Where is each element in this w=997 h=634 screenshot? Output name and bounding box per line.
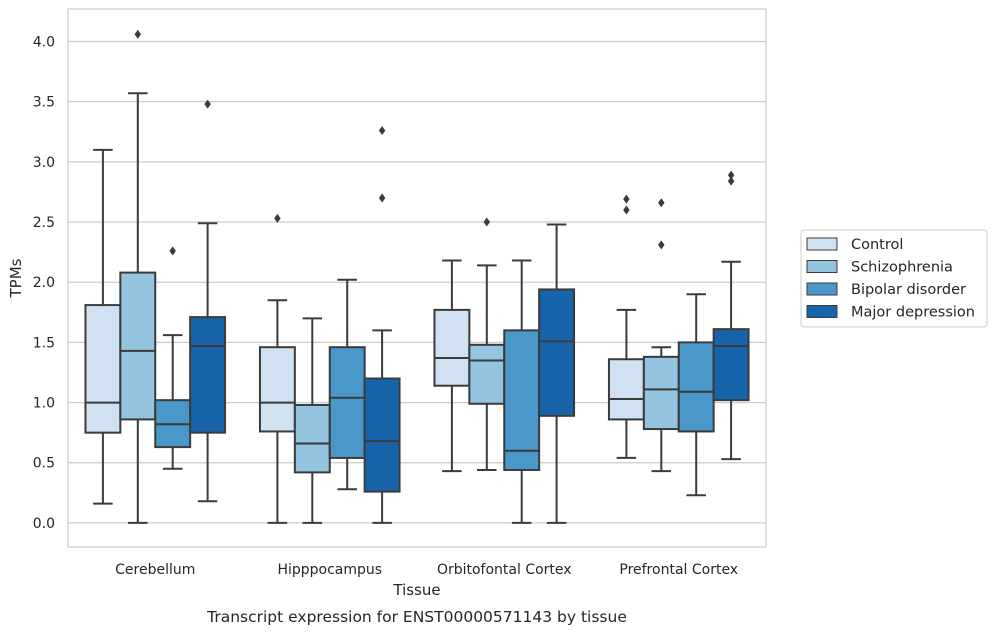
box-3-1 (642, 198, 680, 473)
box-1-2 (328, 278, 366, 491)
outlier-point (727, 170, 735, 180)
outlier-point (727, 176, 735, 186)
box-3-3 (712, 170, 750, 461)
legend-label-2: Bipolar disorder (851, 282, 966, 298)
legend-swatch-1 (806, 260, 838, 273)
box-body (328, 346, 366, 459)
box-body (433, 308, 471, 387)
outlier-point (483, 217, 491, 227)
legend-swatch-2 (806, 282, 838, 296)
x-tick-label-0: Cerebellum (115, 562, 195, 578)
outlier-point (169, 246, 176, 256)
legend-label-1: Schizophrenia (851, 260, 953, 276)
legend-swatch-0 (806, 237, 838, 251)
x-axis-ticks: Cerebellum Hipppocampus Orbitofontal Corte… (115, 562, 738, 578)
legend-frame (800, 229, 988, 328)
y-tick-label-6: 3.0 (33, 155, 55, 171)
outlier-point (378, 193, 386, 203)
box-0-0 (84, 148, 122, 505)
x-tick-label-2: Orbitofontal Cortex (437, 562, 572, 578)
outlier-point (658, 240, 665, 250)
outlier-point (204, 99, 211, 109)
box-2-2 (503, 259, 541, 524)
outlier-point (623, 205, 630, 215)
box-2-1 (468, 217, 506, 471)
box-body (712, 328, 750, 402)
box-body (189, 316, 227, 434)
outlier-point (378, 126, 386, 136)
x-tick-label-1: Hipppocampus (277, 562, 382, 578)
y-axis-ticks: 0.0 0.5 1.0 1.5 2.0 2.5 3.0 3.5 4.0 (33, 34, 55, 531)
x-axis-label: Tissue (392, 581, 440, 599)
box-0-3 (189, 99, 227, 503)
box-body (503, 329, 541, 471)
legend: Control Schizophrenia Bipolar disorder Majo… (800, 229, 988, 328)
outlier-point (658, 198, 665, 208)
box-1-3 (363, 126, 401, 524)
x-tick-label-3: Prefrontal Cortex (619, 562, 738, 578)
outlier-point (134, 29, 142, 39)
box-0-1 (119, 29, 157, 524)
box-body (258, 346, 296, 433)
y-tick-label-3: 1.5 (33, 335, 55, 351)
outlier-point (623, 194, 630, 204)
y-tick-label-0: 0.0 (33, 516, 55, 532)
y-tick-label-5: 2.5 (33, 215, 55, 231)
box-3-2 (677, 293, 715, 497)
box-0-2 (154, 246, 192, 470)
legend-label-3: Major depression (851, 305, 975, 321)
y-tick-label-4: 2.0 (33, 275, 55, 291)
legend-label-0: Control (851, 237, 903, 253)
box-body (642, 355, 680, 431)
box-body (607, 358, 645, 421)
box-body (468, 343, 506, 405)
box-body (293, 403, 331, 474)
chart-caption: Transcript expression for ENST0000057114… (206, 608, 627, 626)
box-body (677, 341, 715, 433)
y-axis-label: TPMs (7, 258, 25, 298)
y-tick-label-2: 1.0 (33, 396, 55, 412)
y-tick-label-7: 3.5 (33, 95, 55, 111)
box-2-3 (538, 223, 576, 524)
y-tick-label-1: 0.5 (33, 456, 55, 472)
box-3-0 (607, 194, 645, 459)
box-2-0 (433, 259, 471, 473)
outlier-point (274, 213, 281, 223)
box-plot-area (84, 29, 750, 524)
y-tick-label-8: 4.0 (33, 34, 55, 50)
box-1-0 (258, 213, 296, 524)
plot-frame (67, 8, 767, 548)
legend-swatch-3 (806, 305, 838, 318)
box-1-1 (293, 317, 331, 524)
box-body (119, 271, 157, 421)
box-body (363, 377, 401, 493)
box-body (538, 288, 576, 417)
box-body (84, 304, 122, 434)
